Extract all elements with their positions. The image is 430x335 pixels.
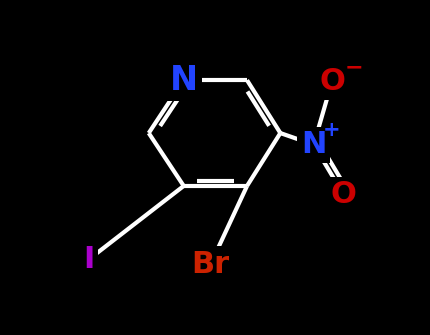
Text: Br: Br [191, 250, 230, 279]
Text: +: + [323, 121, 341, 140]
Text: N: N [170, 64, 198, 97]
Text: −: − [344, 57, 363, 77]
Text: O: O [319, 67, 345, 96]
Text: O: O [331, 181, 356, 209]
Text: N: N [301, 130, 326, 159]
Text: I: I [83, 245, 95, 274]
